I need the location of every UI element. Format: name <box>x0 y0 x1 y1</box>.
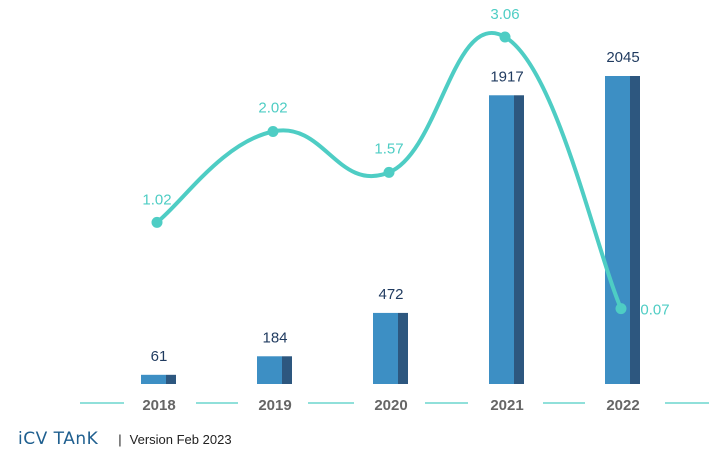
x-tick-label: 2019 <box>258 397 291 414</box>
bar-side-2018 <box>166 374 176 384</box>
x-tick-label: 2020 <box>374 397 407 414</box>
bar-2022 <box>605 76 630 384</box>
bar-value-label: 472 <box>378 286 403 303</box>
bar-2021 <box>489 95 514 385</box>
line-value-label: 1.02 <box>142 191 171 208</box>
line-point-2019 <box>267 125 279 137</box>
x-tick-labels: 2018 2019 2020 2021 2022 <box>142 397 639 414</box>
line-value-label: 2.02 <box>258 99 287 116</box>
bar-value-labels: 61 184 472 1917 2045 <box>151 49 640 365</box>
footer-separator: | <box>118 431 122 447</box>
x-tick-label: 2022 <box>606 397 639 414</box>
line-point-2018 <box>151 216 163 228</box>
logo: iCV TAnK <box>18 429 99 449</box>
line-path <box>155 31 623 311</box>
line-value-labels: 1.02 2.02 1.57 3.06 0.07 <box>142 6 669 319</box>
line-point-2020 <box>383 166 395 178</box>
bar-value-label: 1917 <box>490 68 523 85</box>
line-series <box>151 31 627 315</box>
line-point-2021 <box>499 31 511 43</box>
line-value-label: 1.57 <box>374 140 403 157</box>
footer: iCV TAnK | Version Feb 2023 <box>18 428 232 450</box>
x-tick-label: 2021 <box>490 397 523 414</box>
combo-chart: 61 184 472 1917 2045 1.02 2.02 1.57 3.06 0.07 20… <box>80 6 709 414</box>
bar-side-2022 <box>630 76 640 384</box>
bar-2018 <box>141 374 166 384</box>
bar-side-2020 <box>398 312 408 384</box>
line-value-label: 3.06 <box>490 6 519 23</box>
bar-value-label: 61 <box>151 348 168 365</box>
bar-2019 <box>257 356 282 384</box>
bar-value-label: 2045 <box>606 49 639 66</box>
bar-2020 <box>373 312 398 384</box>
line-point-2022 <box>615 303 627 315</box>
bar-value-label: 184 <box>262 329 287 346</box>
bar-side-2021 <box>514 95 524 385</box>
x-tick-label: 2018 <box>142 397 175 414</box>
bar-side-2019 <box>282 356 292 384</box>
version-label: Version Feb 2023 <box>129 431 232 447</box>
bar-series <box>141 76 640 385</box>
line-value-label: 0.07 <box>640 302 669 319</box>
